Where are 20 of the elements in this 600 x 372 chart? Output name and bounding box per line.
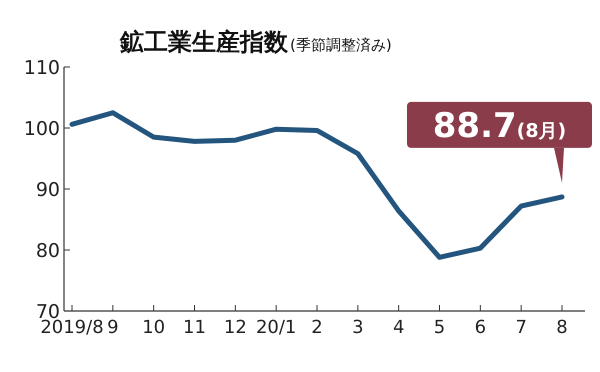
x-tick-label: 8 — [556, 317, 568, 338]
chart-title: 鉱工業生産指数 — [119, 28, 289, 56]
x-tick-label: 20/1 — [256, 317, 296, 338]
y-tick-label: 90 — [36, 179, 60, 201]
chart-subtitle: (季節調整済み) — [290, 36, 392, 54]
x-tick-label: 9 — [107, 317, 119, 338]
y-tick-label: 100 — [24, 118, 60, 140]
y-tick-label: 80 — [36, 240, 60, 262]
picture-callout: 88.7(8月) — [407, 102, 592, 183]
x-tick-label: 4 — [392, 317, 404, 338]
x-tick-label: 7 — [515, 317, 527, 338]
x-tick-label: 10 — [142, 317, 166, 338]
x-tick-label: 6 — [474, 317, 486, 338]
y-tick-label: 110 — [24, 57, 60, 79]
x-tick-label: 11 — [183, 317, 206, 338]
annotation: 88.7(8月) — [432, 106, 566, 146]
x-tick-label: 3 — [352, 317, 364, 338]
x-tick-label: 2 — [311, 317, 323, 338]
x-tick-label: 5 — [434, 317, 446, 338]
x-tick-label: 12 — [224, 317, 247, 338]
